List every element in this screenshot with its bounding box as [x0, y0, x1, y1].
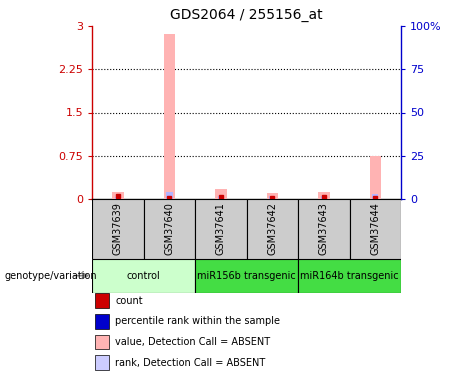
Text: miR156b transgenic: miR156b transgenic	[197, 271, 296, 280]
Bar	[95, 355, 109, 370]
Bar	[218, 196, 224, 199]
Bar	[166, 192, 172, 199]
Bar	[215, 189, 226, 199]
Text: percentile rank within the sample: percentile rank within the sample	[115, 316, 280, 326]
Text: GSM37643: GSM37643	[319, 202, 329, 255]
Text: count: count	[115, 296, 143, 306]
Bar	[321, 196, 327, 199]
Title: GDS2064 / 255156_at: GDS2064 / 255156_at	[170, 9, 323, 22]
Text: GSM37639: GSM37639	[113, 202, 123, 255]
Bar	[92, 199, 144, 259]
Bar	[115, 197, 121, 199]
Bar	[247, 199, 298, 259]
Bar	[318, 192, 330, 199]
Bar	[95, 293, 109, 308]
Text: control: control	[127, 271, 160, 280]
Bar	[92, 259, 195, 292]
Text: GSM37642: GSM37642	[267, 202, 278, 255]
Bar	[372, 194, 378, 199]
Bar	[144, 199, 195, 259]
Bar	[298, 259, 401, 292]
Bar	[267, 193, 278, 199]
Bar	[95, 314, 109, 329]
Bar	[195, 259, 298, 292]
Bar	[269, 196, 276, 199]
Bar	[164, 34, 175, 199]
Text: genotype/variation: genotype/variation	[5, 271, 97, 280]
Text: miR164b transgenic: miR164b transgenic	[300, 271, 399, 280]
Text: GSM37641: GSM37641	[216, 202, 226, 255]
Bar	[298, 199, 349, 259]
Bar	[112, 192, 124, 199]
Text: value, Detection Call = ABSENT: value, Detection Call = ABSENT	[115, 337, 271, 347]
Bar	[95, 334, 109, 350]
Text: GSM37644: GSM37644	[370, 202, 380, 255]
Bar	[370, 156, 381, 199]
Text: GSM37640: GSM37640	[165, 202, 174, 255]
Bar	[195, 199, 247, 259]
Text: rank, Detection Call = ABSENT: rank, Detection Call = ABSENT	[115, 358, 266, 368]
Bar	[349, 199, 401, 259]
